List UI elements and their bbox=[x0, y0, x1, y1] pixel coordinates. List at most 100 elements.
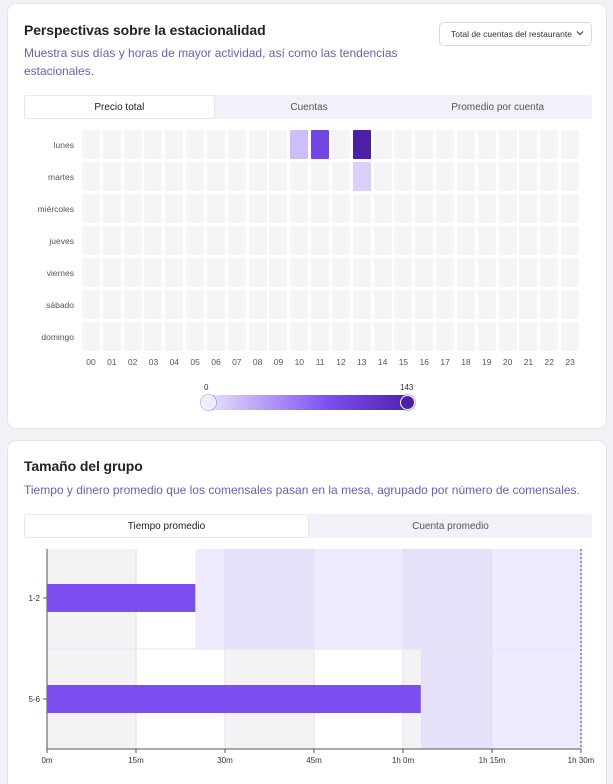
heatmap-cell[interactable] bbox=[311, 258, 330, 287]
heatmap-cell[interactable] bbox=[436, 226, 455, 255]
heatmap-cell[interactable] bbox=[394, 130, 413, 159]
heatmap-cell[interactable] bbox=[123, 130, 142, 159]
tab-promedio-por-cuenta[interactable]: Promedio por cuenta bbox=[451, 101, 545, 113]
heatmap-cell[interactable] bbox=[102, 322, 121, 351]
heatmap-cell[interactable] bbox=[456, 290, 475, 319]
heatmap-cell[interactable] bbox=[477, 322, 496, 351]
heatmap-cell[interactable] bbox=[352, 226, 371, 255]
heatmap-cell[interactable] bbox=[186, 290, 205, 319]
heatmap-cell[interactable] bbox=[373, 194, 392, 223]
heatmap-cell[interactable] bbox=[269, 194, 288, 223]
heatmap-cell[interactable] bbox=[477, 162, 496, 191]
tab-tiempo-promedio[interactable]: Tiempo promedio bbox=[24, 514, 309, 538]
heatmap-cell[interactable] bbox=[102, 130, 121, 159]
heatmap-cell[interactable] bbox=[290, 322, 309, 351]
heatmap-cell[interactable] bbox=[144, 130, 163, 159]
heatmap-cell[interactable] bbox=[498, 194, 517, 223]
heatmap-cell[interactable] bbox=[540, 258, 559, 287]
heatmap-cell[interactable] bbox=[269, 226, 288, 255]
heatmap-cell[interactable] bbox=[352, 130, 371, 159]
heatmap-cell[interactable] bbox=[561, 194, 580, 223]
heatmap-cell[interactable] bbox=[269, 162, 288, 191]
heatmap-cell[interactable] bbox=[331, 290, 350, 319]
heatmap-cell[interactable] bbox=[436, 130, 455, 159]
heatmap-cell[interactable] bbox=[498, 162, 517, 191]
heatmap-cell[interactable] bbox=[352, 194, 371, 223]
heatmap-cell[interactable] bbox=[82, 290, 100, 319]
heatmap-cell[interactable] bbox=[519, 258, 538, 287]
heatmap-cell[interactable] bbox=[290, 162, 309, 191]
heatmap-cell[interactable] bbox=[540, 194, 559, 223]
heatmap-cell[interactable] bbox=[394, 226, 413, 255]
heatmap-cell[interactable] bbox=[290, 194, 309, 223]
heatmap-cell[interactable] bbox=[436, 258, 455, 287]
heatmap-cell[interactable] bbox=[311, 130, 330, 159]
scale-min-handle[interactable] bbox=[201, 395, 216, 410]
heatmap-cell[interactable] bbox=[498, 258, 517, 287]
heatmap-cell[interactable] bbox=[227, 322, 246, 351]
heatmap-cell[interactable] bbox=[456, 130, 475, 159]
heatmap-cell[interactable] bbox=[248, 258, 267, 287]
heatmap-cell[interactable] bbox=[123, 290, 142, 319]
heatmap-cell[interactable] bbox=[290, 130, 309, 159]
heatmap-cell[interactable] bbox=[248, 226, 267, 255]
heatmap-cell[interactable] bbox=[331, 322, 350, 351]
heatmap-cell[interactable] bbox=[436, 290, 455, 319]
heatmap-cell[interactable] bbox=[165, 258, 184, 287]
heatmap-cell[interactable] bbox=[540, 130, 559, 159]
heatmap-cell[interactable] bbox=[561, 322, 580, 351]
heatmap-cell[interactable] bbox=[331, 226, 350, 255]
heatmap-cell[interactable] bbox=[394, 258, 413, 287]
heatmap-cell[interactable] bbox=[415, 258, 434, 287]
heatmap-cell[interactable] bbox=[269, 130, 288, 159]
heatmap-cell[interactable] bbox=[144, 226, 163, 255]
heatmap-cell[interactable] bbox=[352, 290, 371, 319]
heatmap-cell[interactable] bbox=[165, 322, 184, 351]
heatmap-cell[interactable] bbox=[102, 290, 121, 319]
heatmap-cell[interactable] bbox=[394, 162, 413, 191]
heatmap-cell[interactable] bbox=[82, 162, 100, 191]
heatmap-cell[interactable] bbox=[123, 226, 142, 255]
heatmap-cell[interactable] bbox=[186, 130, 205, 159]
heatmap-cell[interactable] bbox=[206, 322, 225, 351]
heatmap-cell[interactable] bbox=[415, 162, 434, 191]
heatmap-cell[interactable] bbox=[165, 130, 184, 159]
heatmap-cell[interactable] bbox=[373, 322, 392, 351]
heatmap-cell[interactable] bbox=[415, 322, 434, 351]
heatmap-cell[interactable] bbox=[519, 194, 538, 223]
heatmap-cell[interactable] bbox=[373, 130, 392, 159]
heatmap-cell[interactable] bbox=[311, 290, 330, 319]
heatmap-cell[interactable] bbox=[311, 162, 330, 191]
heatmap-cell[interactable] bbox=[394, 194, 413, 223]
heatmap-cell[interactable] bbox=[102, 226, 121, 255]
heatmap-cell[interactable] bbox=[248, 290, 267, 319]
heatmap-cell[interactable] bbox=[456, 322, 475, 351]
heatmap-cell[interactable] bbox=[561, 162, 580, 191]
heatmap-cell[interactable] bbox=[248, 194, 267, 223]
heatmap-cell[interactable] bbox=[269, 322, 288, 351]
heatmap-cell[interactable] bbox=[186, 322, 205, 351]
heatmap-cell[interactable] bbox=[436, 162, 455, 191]
heatmap-cell[interactable] bbox=[186, 194, 205, 223]
heatmap-cell[interactable] bbox=[477, 290, 496, 319]
heatmap-cell[interactable] bbox=[144, 290, 163, 319]
heatmap-cell[interactable] bbox=[352, 322, 371, 351]
heatmap-cell[interactable] bbox=[311, 226, 330, 255]
heatmap-cell[interactable] bbox=[248, 162, 267, 191]
heatmap-cell[interactable] bbox=[144, 194, 163, 223]
heatmap-cell[interactable] bbox=[144, 322, 163, 351]
heatmap-cell[interactable] bbox=[123, 322, 142, 351]
heatmap-cell[interactable] bbox=[102, 194, 121, 223]
heatmap-cell[interactable] bbox=[165, 194, 184, 223]
heatmap-cell[interactable] bbox=[561, 226, 580, 255]
heatmap-cell[interactable] bbox=[456, 194, 475, 223]
heatmap-cell[interactable] bbox=[290, 290, 309, 319]
heatmap-cell[interactable] bbox=[498, 290, 517, 319]
heatmap-cell[interactable] bbox=[102, 162, 121, 191]
heatmap-cell[interactable] bbox=[373, 226, 392, 255]
heatmap-cell[interactable] bbox=[415, 226, 434, 255]
heatmap-cell[interactable] bbox=[519, 290, 538, 319]
heatmap-cell[interactable] bbox=[331, 130, 350, 159]
heatmap-cell[interactable] bbox=[248, 130, 267, 159]
heatmap-cell[interactable] bbox=[186, 226, 205, 255]
